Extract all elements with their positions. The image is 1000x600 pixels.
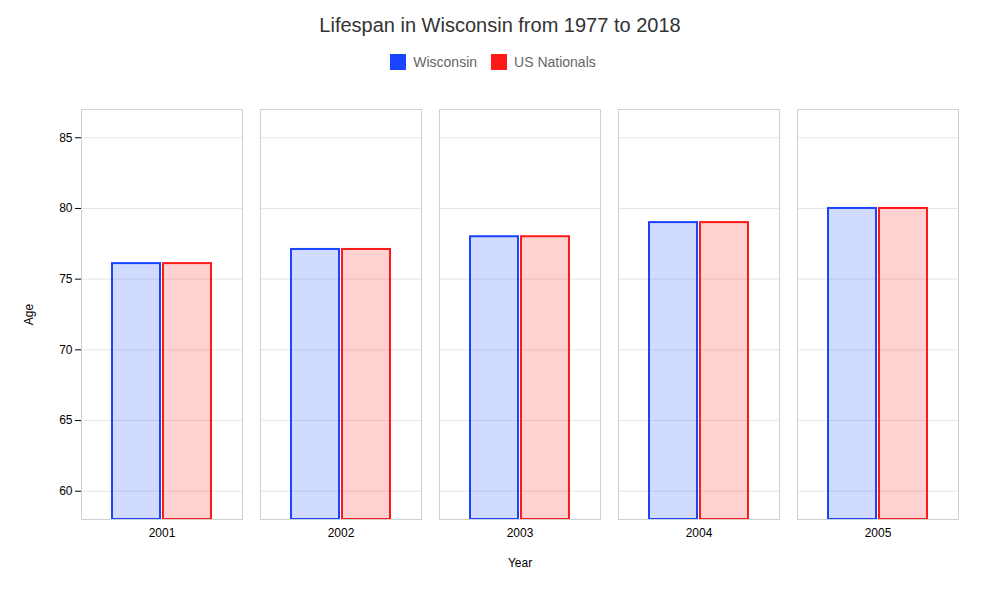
svg-text:65: 65 bbox=[59, 413, 73, 427]
svg-text:2003: 2003 bbox=[507, 526, 534, 540]
svg-text:80: 80 bbox=[59, 201, 73, 215]
svg-text:60: 60 bbox=[59, 484, 73, 498]
html-text:Wisconsin: Wisconsin bbox=[413, 53, 477, 70]
svg-text:Year: Year bbox=[508, 556, 532, 570]
html-text:US Nationals: US Nationals bbox=[514, 53, 596, 70]
svg-text:70: 70 bbox=[59, 343, 73, 357]
svg-text:2005: 2005 bbox=[865, 526, 892, 540]
svg-text:2004: 2004 bbox=[686, 526, 713, 540]
svg-text:Age: Age bbox=[22, 304, 36, 326]
svg-text:2002: 2002 bbox=[328, 526, 355, 540]
svg-text:85: 85 bbox=[59, 131, 73, 145]
html-text:Lifespan in Wisconsin from 197: Lifespan in Wisconsin from 1977 to 2018 bbox=[319, 14, 681, 36]
svg-text:2001: 2001 bbox=[149, 526, 176, 540]
svg-text:75: 75 bbox=[59, 272, 73, 286]
